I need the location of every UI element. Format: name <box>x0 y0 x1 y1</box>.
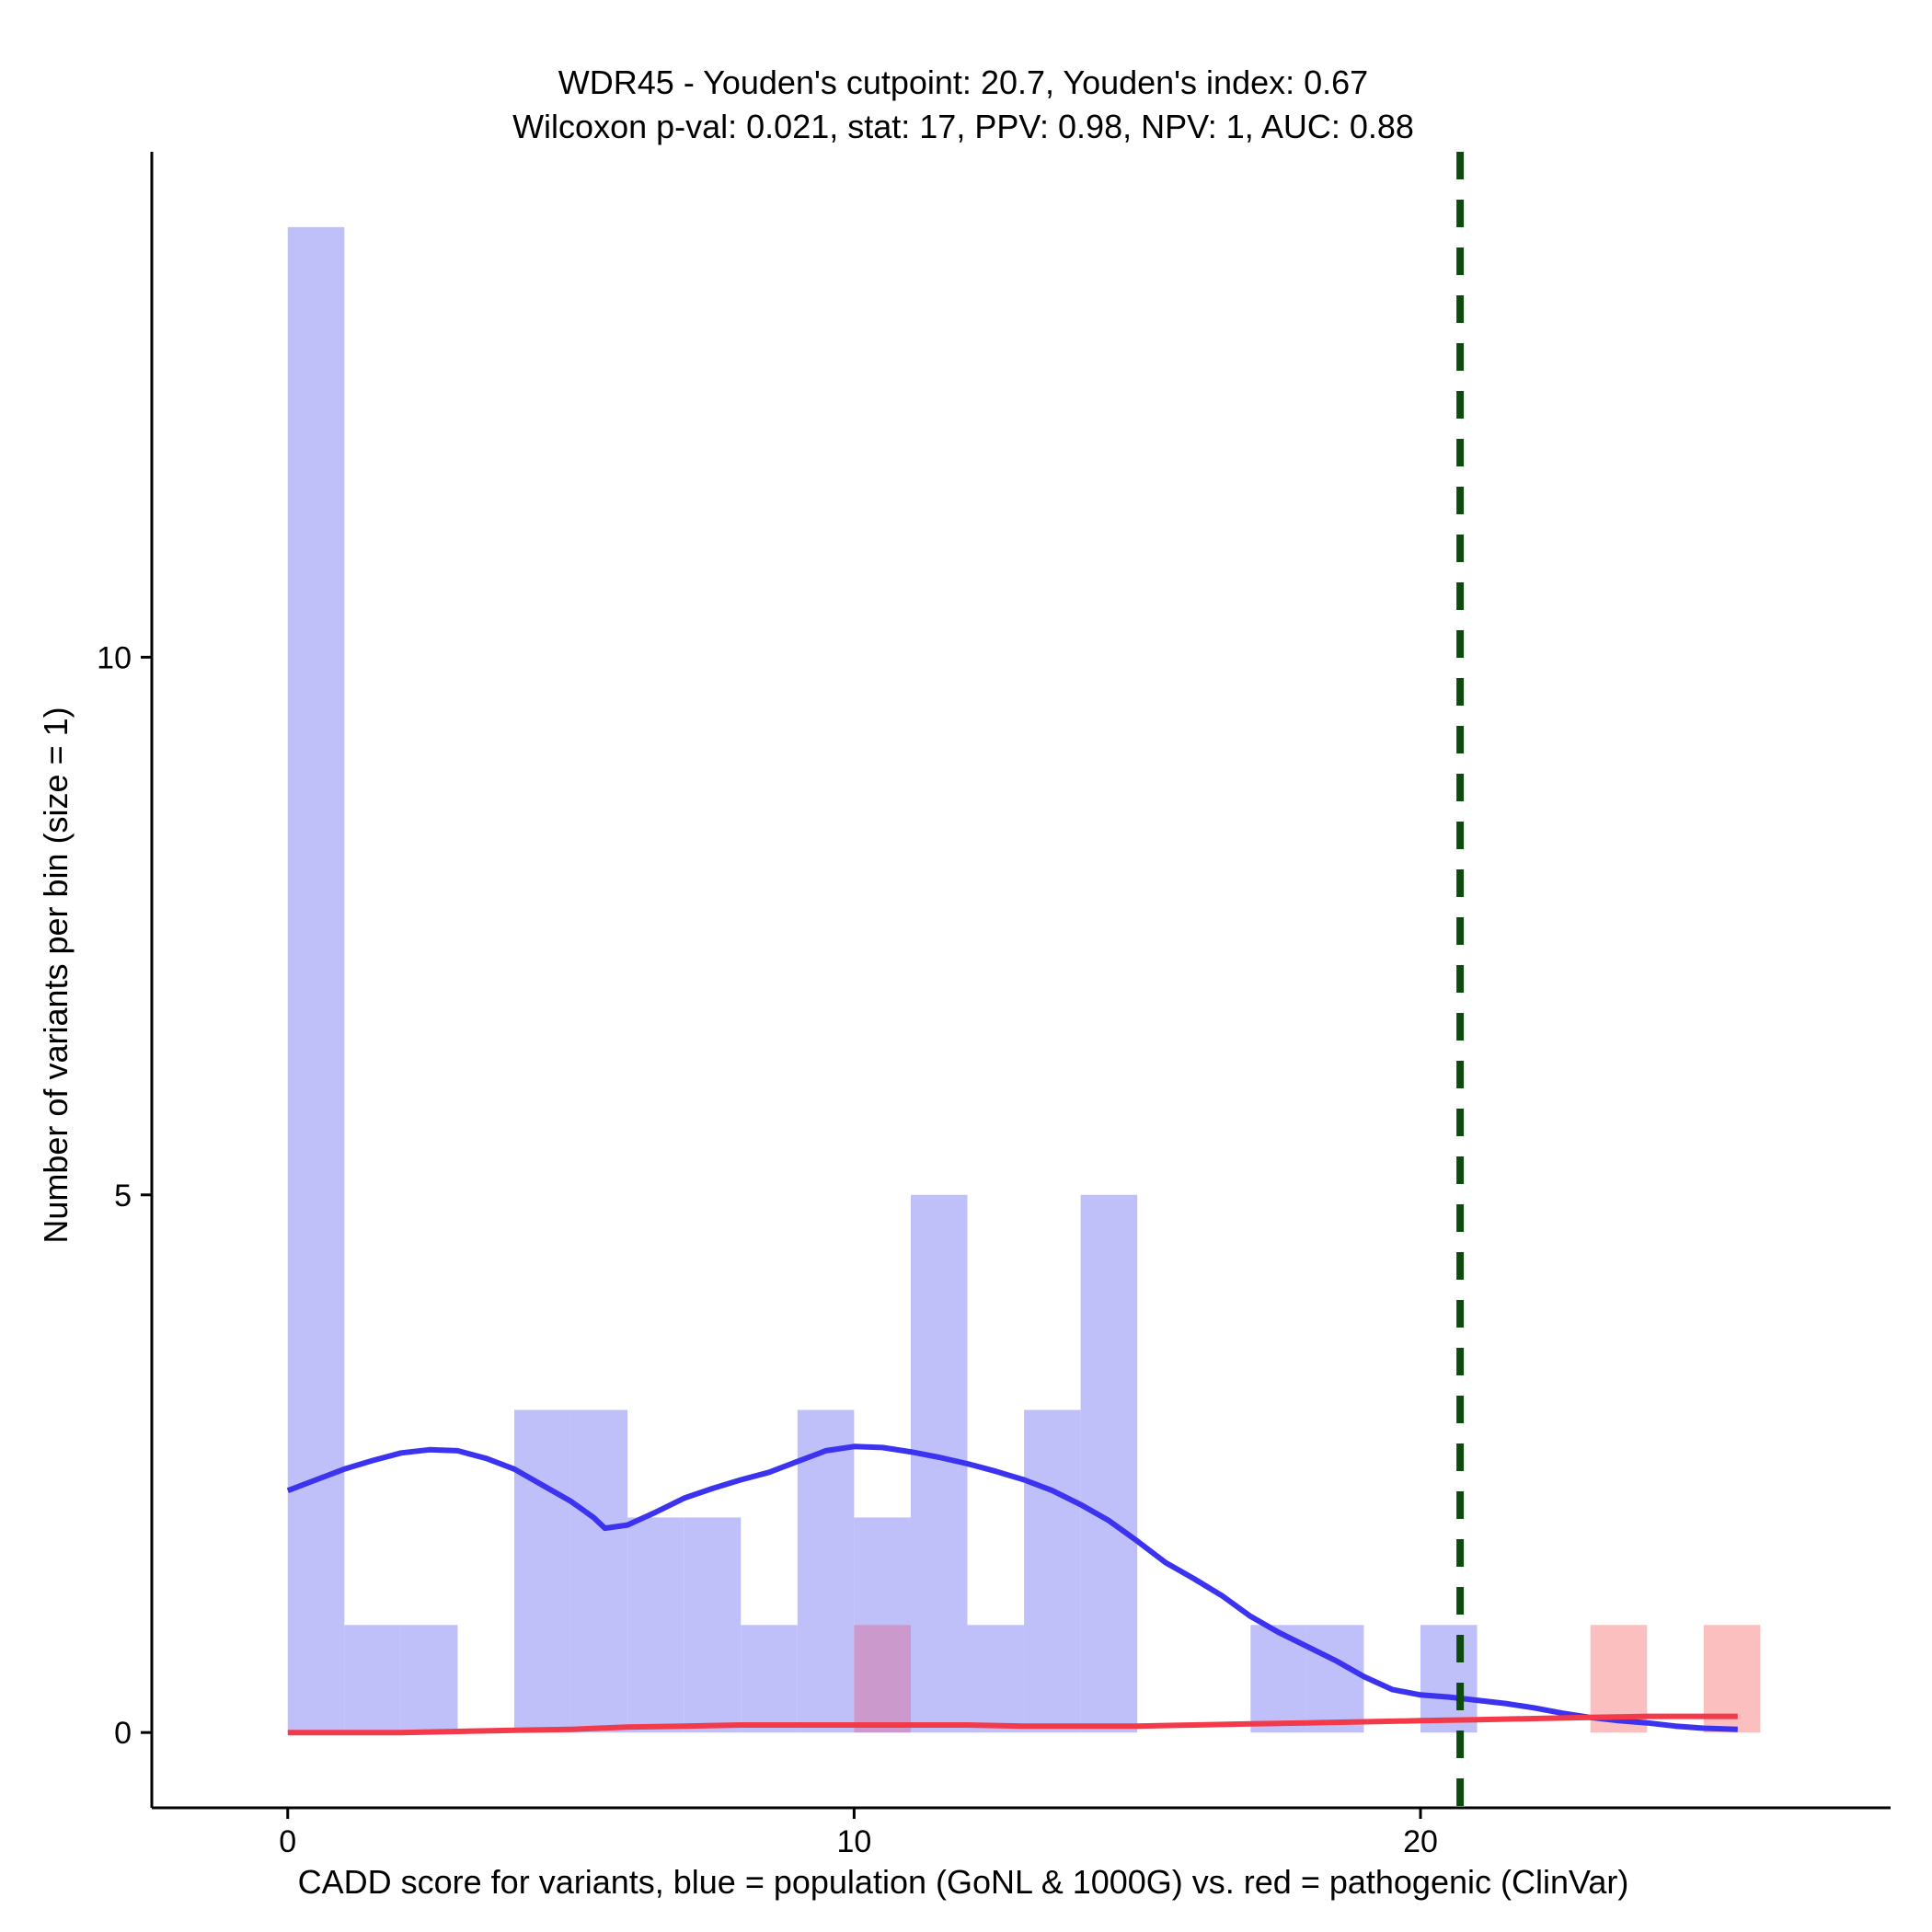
population-bar <box>1024 1409 1081 1733</box>
population-bar <box>287 226 345 1733</box>
population-bar <box>514 1409 571 1733</box>
population-bar <box>741 1625 798 1733</box>
population-bar <box>1080 1194 1138 1733</box>
chart-title-line-1: WDR45 - Youden's cutpoint: 20.7, Youden'… <box>558 63 1368 101</box>
y-tick-label: 0 <box>114 1716 132 1751</box>
pathogenic-density-line <box>287 1713 1738 1736</box>
population-bar <box>797 1409 855 1733</box>
x-axis-title: CADD score for variants, blue = populati… <box>298 1863 1629 1901</box>
x-tick-label: 10 <box>836 1824 871 1859</box>
y-tick-label: 5 <box>114 1179 132 1213</box>
axes: 0 10 20 0 5 10 <box>97 152 1891 1859</box>
population-bar <box>627 1517 684 1733</box>
population-density-line <box>286 1443 1738 1732</box>
population-bar <box>570 1409 628 1733</box>
pathogenic-bar <box>854 1625 911 1733</box>
population-bar <box>400 1625 458 1733</box>
population-bar <box>684 1517 742 1733</box>
population-bar <box>1306 1625 1364 1733</box>
x-tick-label: 20 <box>1403 1824 1438 1859</box>
y-tick-label: 10 <box>97 640 132 675</box>
population-bar <box>1420 1625 1478 1733</box>
population-bar <box>967 1625 1025 1733</box>
density-lines <box>286 152 1738 1808</box>
histogram-bars <box>287 226 1761 1733</box>
population-bar <box>344 1625 401 1733</box>
x-tick-label: 0 <box>279 1824 296 1859</box>
y-axis-title: Number of variants per bin (size = 1) <box>37 707 75 1243</box>
chart-title-line-2: Wilcoxon p-val: 0.021, stat: 17, PPV: 0.… <box>512 108 1414 145</box>
